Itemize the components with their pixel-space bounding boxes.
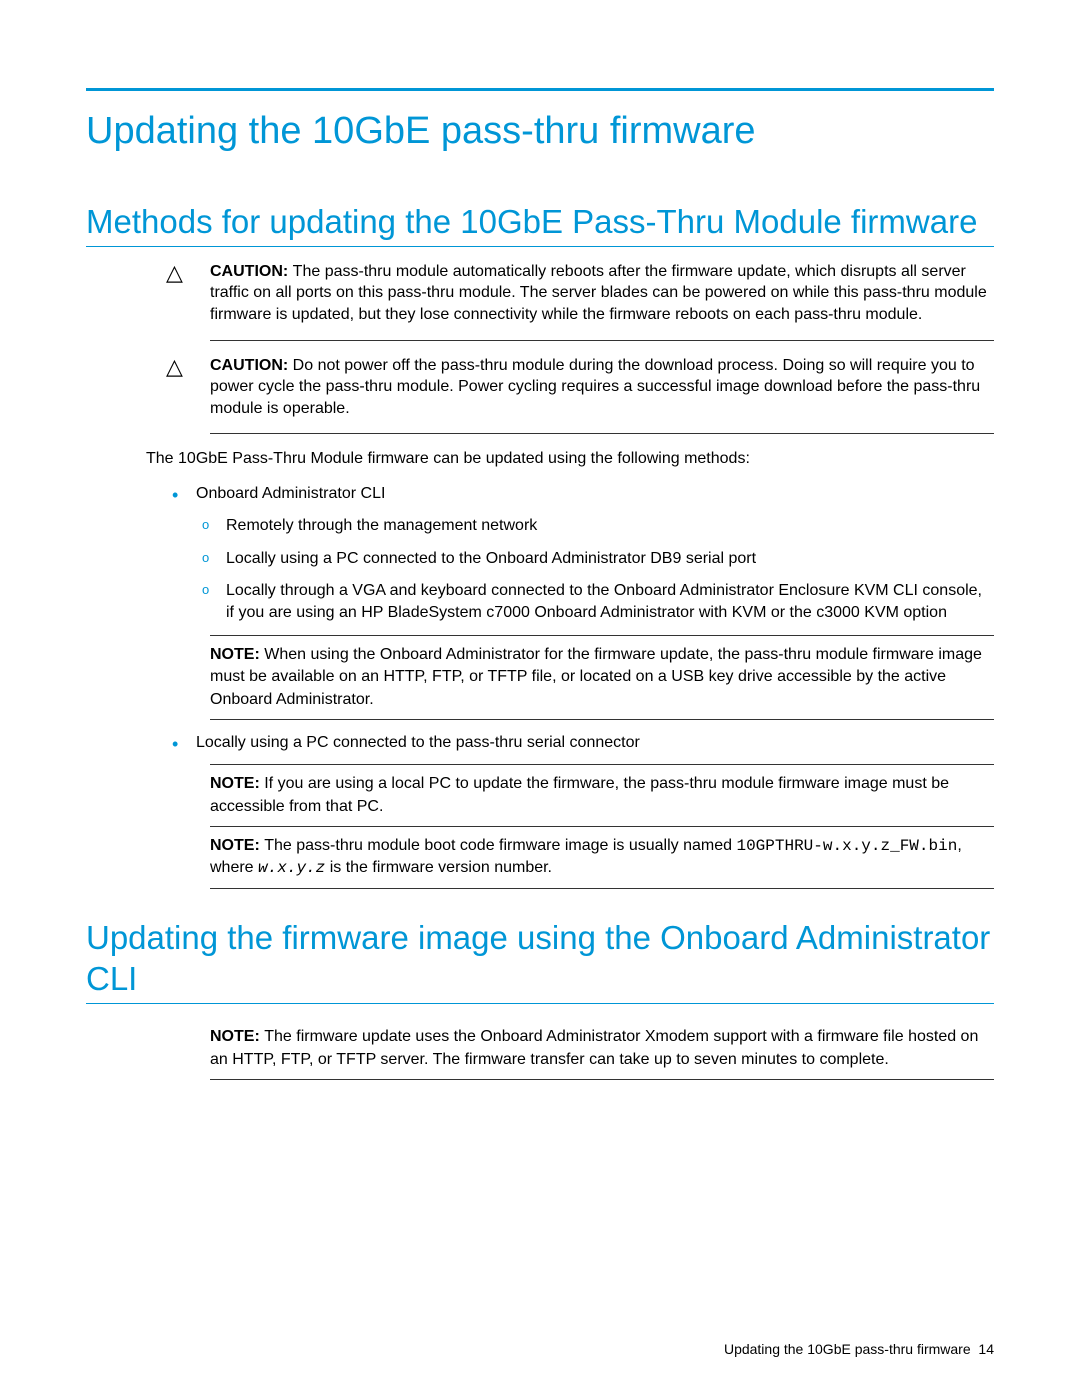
heading-underline (86, 1003, 994, 1004)
section-heading: Methods for updating the 10GbE Pass-Thru… (86, 201, 994, 242)
methods-list: Locally using a PC connected to the pass… (166, 732, 994, 754)
callout-rule (210, 340, 994, 341)
note-body: The firmware update uses the Onboard Adm… (210, 1028, 978, 1067)
caution-icon: △ (166, 355, 210, 428)
methods-list: Onboard Administrator CLI Remotely throu… (166, 483, 994, 625)
caution-label: CAUTION: (210, 357, 288, 374)
version-placeholder: w.x.y.z (258, 859, 325, 877)
note-label: NOTE: (210, 837, 260, 854)
document-page: Updating the 10GbE pass-thru firmware Me… (0, 0, 1080, 1132)
note-box: NOTE: The firmware update uses the Onboa… (210, 1018, 994, 1080)
caution-text: CAUTION: The pass-thru module automatica… (210, 261, 994, 334)
callout-rule (210, 433, 994, 434)
methods-section: Methods for updating the 10GbE Pass-Thru… (86, 201, 994, 889)
note-label: NOTE: (210, 775, 260, 792)
sub-list: Remotely through the management network … (196, 515, 994, 625)
note-label: NOTE: (210, 646, 260, 663)
sub-list-item: Locally through a VGA and keyboard conne… (196, 580, 994, 625)
sub-list-item: Remotely through the management network (196, 515, 994, 537)
page-footer: Updating the 10GbE pass-thru firmware 14 (724, 1341, 994, 1357)
caution-body: Do not power off the pass-thru module du… (210, 357, 980, 417)
list-item: Locally using a PC connected to the pass… (166, 732, 994, 754)
note-box: NOTE: When using the Onboard Administrat… (210, 635, 994, 720)
note-box: NOTE: If you are using a local PC to upd… (210, 764, 994, 827)
heading-underline (86, 246, 994, 247)
caution-label: CAUTION: (210, 263, 288, 280)
footer-title: Updating the 10GbE pass-thru firmware (724, 1341, 971, 1357)
note-body-post: is the firmware version number. (325, 859, 552, 876)
note-body-pre: The pass-thru module boot code firmware … (264, 837, 736, 854)
note-body: If you are using a local PC to update th… (210, 775, 949, 814)
list-item: Onboard Administrator CLI Remotely throu… (166, 483, 994, 625)
caution-callout: △ CAUTION: The pass-thru module automati… (166, 261, 994, 334)
top-rule (86, 88, 994, 91)
section-heading: Updating the firmware image using the On… (86, 917, 994, 1000)
page-title: Updating the 10GbE pass-thru firmware (86, 109, 994, 155)
intro-paragraph: The 10GbE Pass-Thru Module firmware can … (146, 448, 994, 470)
cli-section: Updating the firmware image using the On… (86, 917, 994, 1080)
note-label: NOTE: (210, 1028, 260, 1045)
sub-list-item: Locally using a PC connected to the Onbo… (196, 548, 994, 570)
caution-body: The pass-thru module automatically reboo… (210, 263, 987, 323)
caution-text: CAUTION: Do not power off the pass-thru … (210, 355, 994, 428)
bullet-text: Onboard Administrator CLI (196, 485, 385, 502)
note-box: NOTE: The pass-thru module boot code fir… (210, 827, 994, 889)
page-number: 14 (978, 1341, 994, 1357)
caution-callout: △ CAUTION: Do not power off the pass-thr… (166, 355, 994, 428)
caution-icon: △ (166, 261, 210, 334)
note-body: When using the Onboard Administrator for… (210, 646, 982, 708)
firmware-filename: 10GPTHRU-w.x.y.z_FW.bin (736, 837, 957, 855)
